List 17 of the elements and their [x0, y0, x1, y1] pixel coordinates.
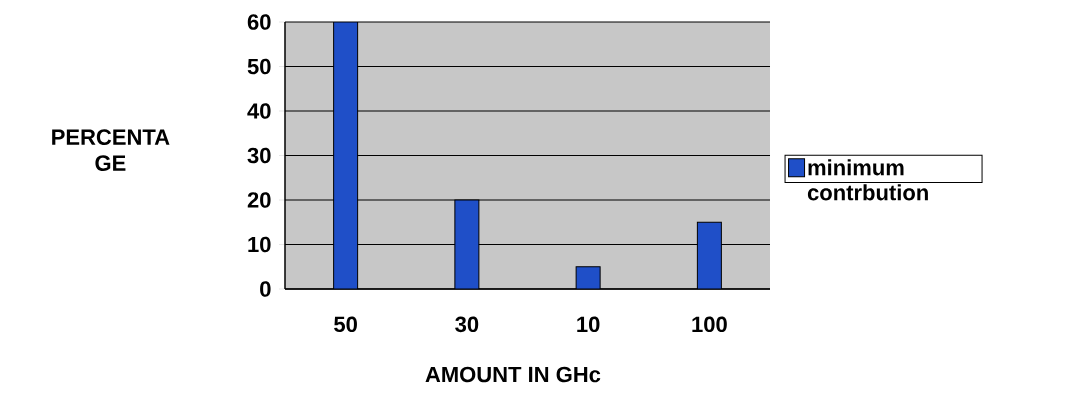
y-tick-label: 40 — [247, 103, 271, 119]
x-axis-title: AMOUNT IN GHc — [425, 366, 601, 383]
y-tick-label: 20 — [247, 192, 271, 208]
y-tick-label: 0 — [260, 281, 271, 297]
x-tick-label: 30 — [455, 316, 479, 333]
bar — [454, 199, 480, 289]
x-tick-label: 10 — [577, 316, 600, 333]
legend-label: minimum contrbution — [807, 159, 928, 201]
y-tick-label: 50 — [247, 58, 271, 75]
x-tick-label: 100 — [692, 316, 727, 333]
bar — [696, 221, 722, 289]
y-tick-label: 60 — [247, 14, 271, 30]
x-tick-label: 50 — [334, 316, 357, 333]
y-tick-label: 10 — [248, 236, 271, 253]
y-tick-label: 30 — [247, 147, 271, 164]
y-axis-title: PERCENTA GE — [52, 129, 170, 171]
bar — [333, 22, 359, 289]
